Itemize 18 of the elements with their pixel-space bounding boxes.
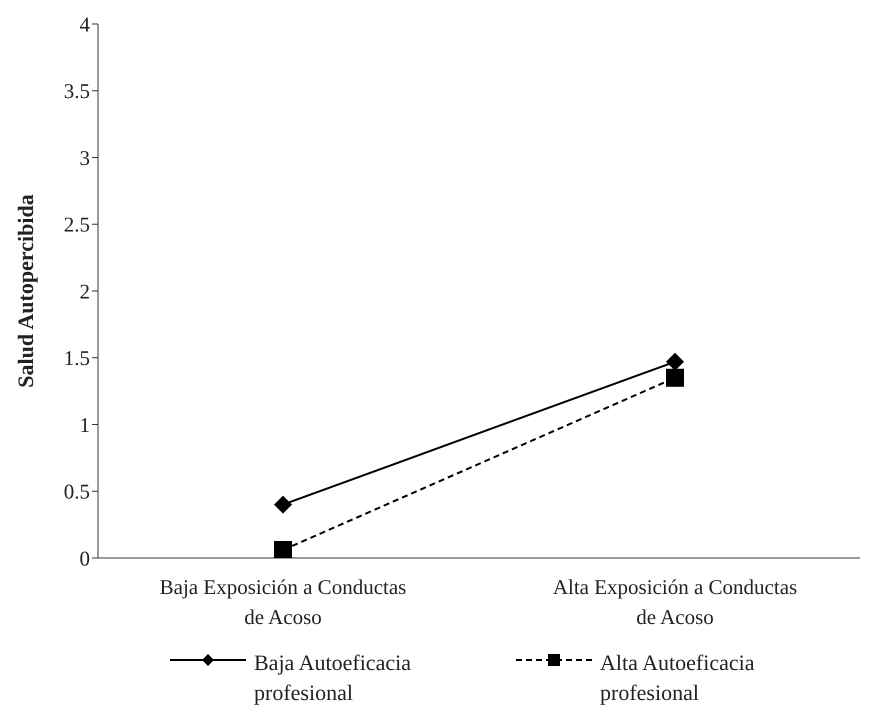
x-tick-label: Baja Exposición a Conductas de Acoso [160, 575, 406, 629]
point [274, 496, 292, 514]
y-tick-label: 4 [80, 12, 90, 36]
y-axis-title: Salud Autopercibida [12, 194, 38, 388]
y-tick-label: 3 [80, 146, 90, 170]
legend-label: Baja Autoeficacia profesional [254, 649, 412, 707]
y-tick-label: 0 [80, 546, 90, 570]
y-tick-label: 2.5 [64, 212, 90, 237]
y-tick-label: 3.5 [64, 79, 90, 104]
point [666, 368, 684, 387]
y-tick-label: 0.5 [64, 480, 90, 504]
y-tick-label: 1.5 [64, 346, 90, 370]
x-tick-label: Alta Exposición a Conductas de Acoso [552, 575, 798, 629]
point [666, 352, 684, 371]
legend-label: Alta Autoeficacia profesional [600, 649, 756, 707]
y-tick-label: 1 [80, 412, 90, 437]
point [274, 540, 292, 558]
y-tick-label: 2 [80, 279, 90, 304]
